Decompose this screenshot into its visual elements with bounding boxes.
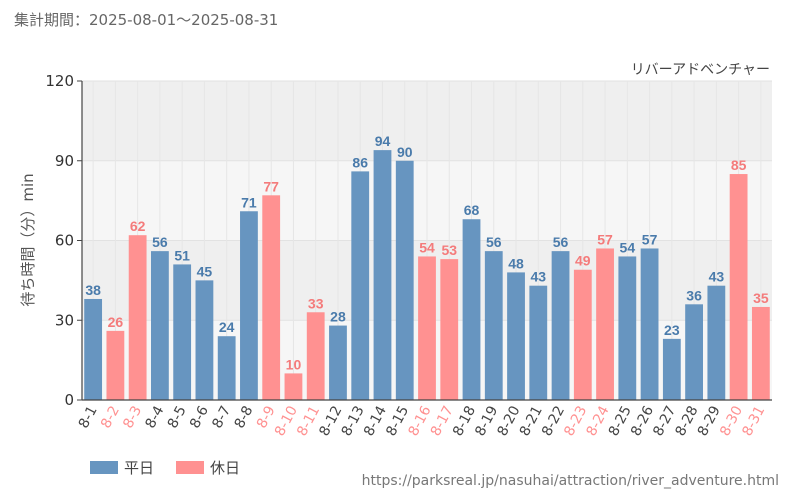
bar-value-label: 56	[152, 234, 168, 250]
bar-8-8	[240, 211, 258, 400]
bar-8-9	[262, 195, 281, 400]
bar-8-2	[106, 330, 125, 400]
legend-swatch-holiday	[176, 461, 205, 474]
bar-value-label: 33	[308, 295, 324, 311]
bar-8-13	[351, 171, 370, 400]
legend-swatch-weekday	[90, 461, 118, 474]
bar-value-label: 43	[531, 269, 547, 285]
bar-value-label: 28	[330, 309, 346, 325]
bars	[84, 150, 770, 400]
bar-8-19	[484, 251, 503, 400]
x-tick-label: 8-7	[209, 403, 234, 431]
bar-8-11	[306, 312, 325, 400]
bar-value-label: 43	[709, 269, 725, 285]
y-tick-label: 30	[55, 311, 74, 329]
bar-8-22	[551, 251, 570, 400]
bar-value-label: 85	[731, 157, 747, 173]
bar-8-26	[640, 248, 659, 400]
bar-value-label: 51	[174, 247, 190, 263]
bar-8-21	[529, 285, 548, 400]
y-tick-label: 120	[45, 72, 74, 90]
bar-value-label: 48	[508, 255, 524, 271]
legend-label-weekday: 平日	[124, 459, 155, 477]
bar-value-label: 23	[664, 322, 680, 338]
bar-value-label: 94	[375, 133, 391, 149]
bar-value-label: 57	[642, 231, 658, 247]
y-tick-label: 90	[55, 152, 74, 170]
bar-value-label: 90	[397, 144, 413, 160]
bar-value-label: 56	[553, 234, 569, 250]
bar-8-20	[507, 272, 525, 400]
bar-8-10	[284, 373, 303, 400]
x-tick-label: 8-6	[187, 403, 212, 431]
bar-8-27	[662, 338, 681, 400]
bar-8-12	[329, 325, 347, 400]
bar-8-5	[173, 264, 192, 400]
y-axis-label: 待ち時間（分）min	[19, 173, 37, 306]
source-url: https://parksreal.jp/nasuhai/attraction/…	[361, 473, 779, 489]
bar-value-label: 54	[620, 239, 636, 255]
bar-8-14	[373, 150, 392, 400]
bar-value-label: 45	[197, 263, 213, 279]
y-tick-label: 0	[64, 391, 74, 409]
x-tick-label: 8-5	[165, 403, 190, 431]
bar-value-label: 71	[241, 194, 257, 210]
chart-title: リバーアドベンチャー	[631, 62, 770, 78]
bar-value-label: 56	[486, 234, 502, 250]
bar-8-17	[440, 259, 459, 400]
bar-8-3	[128, 235, 147, 400]
bar-8-7	[217, 336, 236, 400]
y-axis-ticks: 0 30 60 90 120	[45, 72, 82, 409]
bar-value-label: 10	[286, 356, 302, 372]
bar-value-label: 77	[263, 178, 279, 194]
bar-8-15	[395, 160, 414, 400]
y-tick-label: 60	[55, 232, 74, 250]
bar-value-label: 86	[352, 154, 368, 170]
bar-8-31	[751, 306, 770, 400]
x-tick-label: 8-2	[98, 403, 123, 431]
bar-8-30	[729, 174, 748, 400]
bar-value-label: 49	[575, 253, 591, 269]
bar-value-label: 62	[130, 218, 146, 234]
bar-value-label: 24	[219, 319, 235, 335]
bar-8-6	[195, 280, 214, 400]
legend-item-holiday: 休日	[176, 457, 240, 478]
x-tick-label: 8-3	[120, 403, 145, 431]
legend-label-holiday: 休日	[210, 459, 241, 477]
bar-value-label: 57	[597, 231, 613, 247]
bar-8-16	[418, 256, 436, 400]
bar-value-label: 26	[108, 314, 124, 330]
legend: 平日 休日	[90, 457, 240, 478]
bar-8-1	[84, 298, 103, 400]
x-tick-label: 8-1	[76, 403, 101, 431]
bar-8-18	[462, 219, 481, 400]
x-tick-label: 8-8	[232, 403, 257, 431]
bar-8-28	[685, 304, 703, 400]
x-axis-ticks: 8-18-28-38-48-58-68-78-88-98-108-118-128…	[76, 403, 769, 439]
bar-value-label: 54	[419, 239, 435, 255]
bar-value-label: 68	[464, 202, 480, 218]
bar-value-label: 36	[686, 287, 702, 303]
bar-value-label: 53	[441, 242, 457, 258]
bar-8-24	[596, 248, 614, 400]
aggregation-period-label: 集計期間：2025-08-01～2025-08-31	[14, 11, 279, 29]
bar-value-label: 35	[753, 290, 769, 306]
bar-8-29	[707, 285, 726, 400]
bar-8-23	[573, 269, 592, 400]
bar-8-4	[151, 251, 169, 400]
bar-8-25	[618, 256, 637, 400]
bar-value-labels: 38 26 62 56 51 45 24 71 77 10 33 28 86 94 90 54 53 68 56 48…	[85, 133, 769, 372]
x-tick-label: 8-4	[143, 403, 168, 431]
x-tick-label: 8-31	[739, 403, 768, 439]
legend-item-weekday: 平日	[90, 457, 154, 478]
bar-value-label: 38	[85, 282, 101, 298]
